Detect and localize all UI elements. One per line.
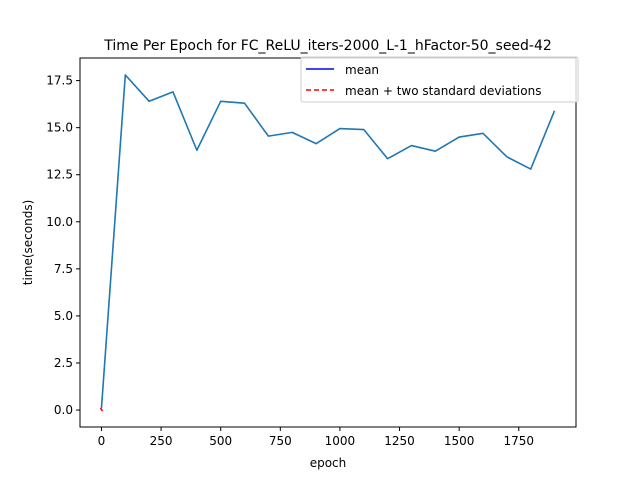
y-tick-label: 15.0	[46, 121, 73, 135]
legend-label-mean: mean	[345, 63, 379, 77]
x-tick-label: 1750	[503, 434, 534, 448]
y-axis-label: time(seconds)	[21, 200, 35, 286]
legend-box	[300, 56, 579, 103]
x-tick-label: 0	[98, 434, 106, 448]
y-tick-label: 17.5	[46, 74, 73, 88]
x-tick-label: 1000	[325, 434, 356, 448]
x-axis-label: epoch	[310, 456, 347, 470]
axes-frame	[79, 57, 577, 428]
x-tick-label: 250	[150, 434, 173, 448]
y-tick-label: 7.5	[54, 262, 73, 276]
series-line-1	[99, 407, 104, 412]
x-tick-label: 500	[209, 434, 232, 448]
x-axis-ticks: 0 250 500 750 1000 1250 1500 1750	[98, 427, 534, 448]
series-line-0	[100, 74, 556, 409]
x-tick-label: 1500	[444, 434, 475, 448]
legend: mean mean + two standard deviations	[300, 56, 579, 103]
y-tick-label: 5.0	[54, 309, 73, 323]
x-tick-label: 750	[269, 434, 292, 448]
y-tick-label: 10.0	[46, 215, 73, 229]
x-tick-label: 1250	[384, 434, 415, 448]
plot-area	[99, 74, 556, 412]
y-tick-label: 0.0	[54, 403, 73, 417]
y-tick-label: 12.5	[46, 168, 73, 182]
chart-title: Time Per Epoch for FC_ReLU_iters-2000_L-…	[103, 38, 552, 54]
y-axis-ticks: 0.0 2.5 5.0 7.5 10.0 12.5 15.0 17.5	[46, 74, 80, 417]
legend-label-two-std: mean + two standard deviations	[345, 84, 541, 98]
y-tick-label: 2.5	[54, 356, 73, 370]
